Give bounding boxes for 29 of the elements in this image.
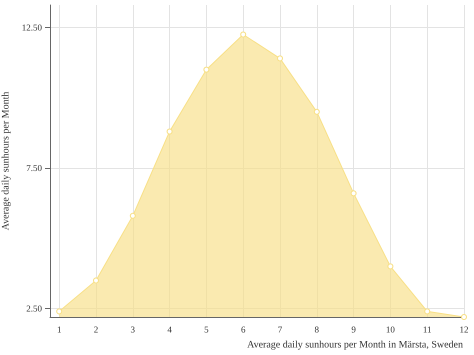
point: [93, 277, 99, 284]
x-axis-title: Average daily sunhours per Month in Märsta, Sweden: [247, 340, 464, 350]
point: [461, 314, 467, 320]
x-tick-label: 7: [278, 324, 283, 334]
x-tick-label: 12: [460, 324, 468, 334]
x-tick-label: 8: [314, 324, 320, 334]
point: [130, 212, 136, 219]
point: [387, 263, 394, 270]
y-tick-label: 12.50: [22, 22, 42, 32]
point: [350, 190, 357, 196]
y-axis-title: Average daily sunhours per Month: [0, 92, 12, 230]
point: [240, 32, 246, 38]
x-tick-label: 2: [94, 324, 98, 334]
point: [56, 308, 62, 314]
point: [424, 308, 430, 314]
x-tick-label: 5: [204, 324, 210, 334]
x-tick-label: 11: [422, 324, 432, 334]
x-tick-label: 4: [167, 324, 172, 334]
x-tick-label: 1: [56, 324, 62, 334]
y-tick-label: 7.50: [26, 163, 42, 174]
point: [203, 66, 210, 73]
y-tick-label: 2.50: [26, 304, 42, 314]
x-tick-label: 9: [351, 324, 356, 334]
point: [166, 128, 173, 134]
x-tick-label: 3: [130, 324, 136, 334]
x-tick-label: 10: [386, 324, 396, 334]
point: [277, 55, 283, 62]
point: [314, 108, 320, 115]
x-tick-label: 6: [240, 324, 246, 334]
